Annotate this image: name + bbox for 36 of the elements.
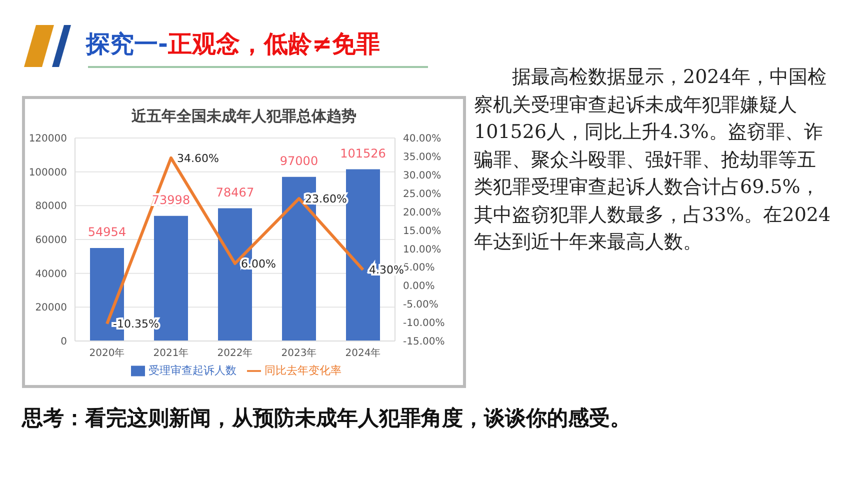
y-tick-label: 20000 xyxy=(35,302,67,314)
text: 据最高检数据显示，2024年，中国检察机关受理审查起诉未成年犯罪嫌疑人101526人，同比上升4.3%。盗窃罪、诈骗罪、聚众斗殴罪、强奸罪、抢劫罪等五类犯罪受理审查起诉人数合计占69.5%，其中盗窃犯罪人数最多，占33%。在2024年达到近十年来最高人数。 xyxy=(474,65,832,255)
y2-tick-label: 0.00% xyxy=(403,281,435,292)
x-tick-label: 2022年 xyxy=(217,347,253,360)
y2-tick-label: 25.00% xyxy=(403,188,442,200)
x-tick-label: 2021年 xyxy=(153,347,189,360)
y-tick-label: 40000 xyxy=(35,268,67,280)
y2-tick-label: 5.00% xyxy=(403,262,435,274)
y-tick-label: 0 xyxy=(60,336,67,348)
legend-label: 同比去年变化率 xyxy=(264,364,342,377)
legend-label: 受理审查起诉人数 xyxy=(148,364,236,377)
y2-tick-label: 10.00% xyxy=(403,244,442,256)
y-tick-label: 60000 xyxy=(35,235,67,246)
y2-tick-label: -10.00% xyxy=(403,318,445,330)
y-tick-label: 100000 xyxy=(28,167,67,178)
y2-tick-label: 30.00% xyxy=(403,170,442,182)
x-tick-label: 2024年 xyxy=(345,347,381,360)
data-label: 54954 xyxy=(88,225,126,240)
x-tick-label: 2023年 xyxy=(281,347,317,360)
text: 正观念，低龄≠免罪 xyxy=(168,30,380,58)
data-label: 101526 xyxy=(340,146,386,160)
y2-tick-label: 40.00% xyxy=(403,134,442,145)
x-tick-label: 2020年 xyxy=(89,347,125,360)
y2-tick-label: 15.00% xyxy=(403,226,442,237)
data-label: 78467 xyxy=(216,185,254,200)
y2-tick-label: -15.00% xyxy=(403,336,445,348)
text: 探究一- xyxy=(86,30,168,58)
y2-tick-label: 35.00% xyxy=(403,152,442,164)
y-tick-label: 120000 xyxy=(28,134,67,145)
y2-tick-label: 20.00% xyxy=(403,207,442,218)
data-label: 97000 xyxy=(280,154,318,168)
text: 思考：看完这则新闻，从预防未成年人犯罪角度，谈谈你的感受。 xyxy=(22,405,631,432)
y-tick-label: 80000 xyxy=(35,201,67,212)
chart-title: 近五年全国未成年人犯罪总体趋势 xyxy=(130,107,358,126)
y2-tick-label: -5.00% xyxy=(403,300,438,311)
data-label: 34.60% xyxy=(177,152,219,165)
